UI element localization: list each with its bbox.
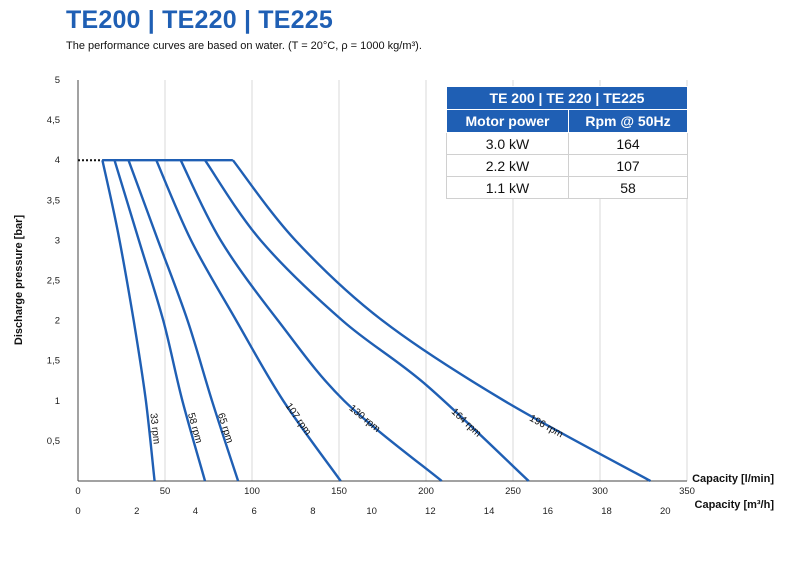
y-tick-label: 4 [55,155,60,166]
curve-164-rpm [204,159,530,482]
chart-title: TE200 | TE220 | TE225 [66,6,333,34]
y-tick-label: 1 [55,396,60,407]
table-cell-rpm: 58 [568,176,688,199]
y-tick-label: 4,5 [47,115,60,126]
table-cell-rpm: 107 [568,154,688,177]
table-row: 2.2 kW 107 [446,154,688,177]
y-tick-label: 2 [55,316,60,327]
table-cell-power: 3.0 kW [446,132,569,155]
col-header-rpm: Rpm @ 50Hz [568,109,688,133]
x-tick-label: 300 [592,486,608,497]
y-tick-label: 5 [55,75,60,86]
x2-tick-label: 0 [75,506,80,517]
curve-130-rpm [179,159,443,482]
x-tick-label: 200 [418,486,434,497]
x2-tick-label: 6 [252,506,257,517]
curve-label: 58 rpm [185,412,204,445]
table-cell-power: 1.1 kW [446,176,569,199]
x2-tick-label: 8 [310,506,315,517]
y-tick-label: 3,5 [47,195,60,206]
axes [77,80,687,482]
col-header-motor-power: Motor power [446,109,569,133]
y-tick-label: 2,5 [47,276,60,287]
table-row: 3.0 kW 164 [446,132,688,155]
x2-tick-label: 2 [134,506,139,517]
curve-107-rpm [155,159,342,482]
x2-tick-label: 12 [425,506,436,517]
x2-tick-label: 4 [193,506,198,517]
curve-label: 33 rpm [147,413,161,445]
table-row: 1.1 kW 58 [446,176,688,199]
x2-tick-label: 10 [366,506,377,517]
x-tick-label: 150 [331,486,347,497]
x2-tick-label: 20 [660,506,671,517]
curve-label: 164 rpm [449,406,483,439]
curve-label: 65 rpm [215,412,235,445]
x-axis-label: Capacity [l/min] [692,473,774,485]
y-tick-label: 0,5 [47,436,60,447]
x-tick-label: 50 [160,486,171,497]
curves: 33 rpm 58 rpm 65 rpm 107 rpm 130 rpm 164 rpm 1… [78,158,652,483]
x-tick-label: 100 [244,486,260,497]
y-tick-label: 1,5 [47,356,60,367]
y-axis-label: Discharge pressure [bar] [13,215,25,346]
x2-tick-label: 14 [484,506,495,517]
x-tick-label: 250 [505,486,521,497]
y-tick-label: 3 [55,235,60,246]
table-cell-power: 2.2 kW [446,154,569,177]
curve-65-rpm [127,159,240,482]
chart-subtitle: The performance curves are based on wate… [66,40,422,52]
table-title: TE 200 | TE 220 | TE225 [446,86,688,110]
x2-tick-label: 18 [601,506,612,517]
curve-58-rpm [113,159,207,482]
curve-label: 130 rpm [347,403,382,435]
x2-tick-label: 16 [543,506,554,517]
curve-label: 196 rpm [527,413,564,440]
curve-33-rpm [101,159,156,482]
curve-196-rpm [231,159,652,483]
x-tick-label: 0 [75,486,80,497]
table-cell-rpm: 164 [568,132,688,155]
motor-power-table: TE 200 | TE 220 | TE225 Motor power Rpm … [446,86,688,199]
curve-label: 107 rpm [283,401,313,437]
x-tick-label: 350 [679,486,695,497]
x2-axis-label: Capacity [m³/h] [695,499,775,511]
